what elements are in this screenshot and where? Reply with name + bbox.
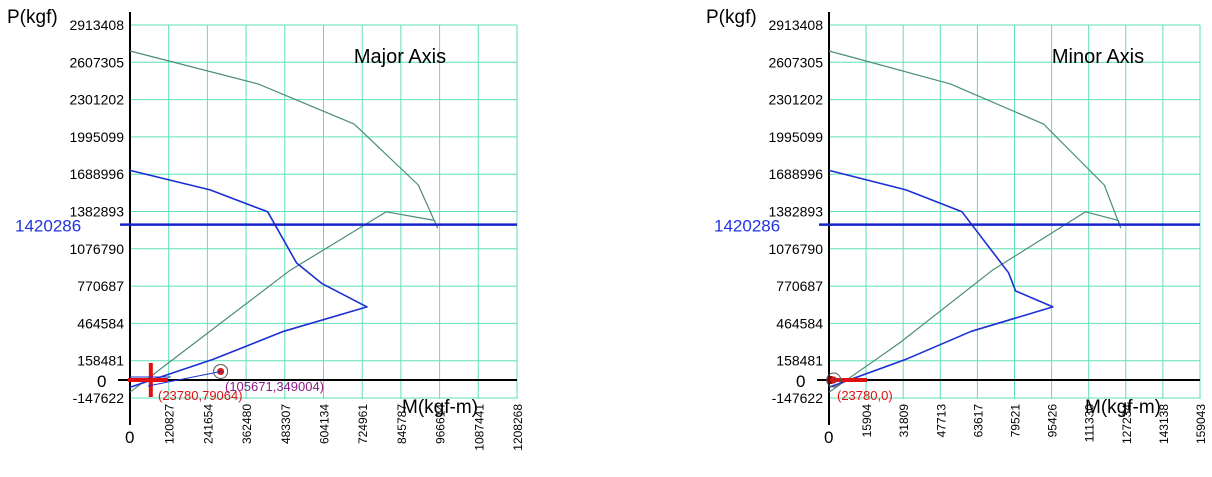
nominal-strength-curve (129, 50, 439, 393)
target-vector-line (147, 370, 221, 387)
minor-axis-chart: -147622158481464584770687107679013828931… (706, 7, 1208, 447)
y-tick-label: 1076790 (69, 241, 124, 257)
target-ring (826, 372, 842, 388)
y-axis-title: P(kgf) (706, 7, 757, 28)
target-ring (213, 363, 229, 379)
y-tick-label: 1688996 (768, 166, 823, 182)
chart-title: Minor Axis (1052, 46, 1144, 68)
x-tick-label: 143138 (1157, 404, 1171, 444)
grid (829, 24, 1201, 399)
target-point-label: (23780,0) (837, 388, 893, 403)
y-origin-label: 0 (97, 372, 106, 391)
y-tick-label: 464584 (77, 315, 124, 331)
target-point-label: (105671,349004) (225, 379, 324, 394)
nominal-strength-curve (828, 50, 1122, 393)
y-tick-label: 2607305 (69, 54, 124, 70)
x-tick-label: 724961 (356, 404, 370, 444)
y-tick-label: 2301202 (768, 92, 823, 108)
x-tick-label: 362480 (240, 404, 254, 444)
balance-load-label: 1420286 (714, 217, 780, 236)
balance-load-label: 1420286 (15, 217, 81, 236)
y-tick-label: 770687 (776, 278, 823, 294)
y-tick-label: 464584 (776, 315, 823, 331)
x-tick-label: 63617 (971, 404, 985, 438)
x-tick-label: 15904 (860, 404, 874, 438)
load-point-label: (23780,79064) (158, 388, 243, 403)
x-tick-label: 604134 (318, 404, 332, 444)
y-tick-label: 158481 (77, 353, 124, 369)
y-tick-label: 770687 (77, 278, 124, 294)
design-strength-curve (129, 169, 368, 389)
chart-title: Major Axis (354, 46, 446, 68)
y-origin-label: 0 (796, 372, 805, 391)
x-origin-label: 0 (824, 428, 833, 447)
x-axis-title: M(kgf-m) (402, 397, 478, 418)
y-tick-label: 1995099 (69, 129, 124, 145)
y-tick-label: 2913408 (69, 17, 124, 33)
x-tick-label: 845787 (395, 404, 409, 444)
x-tick-label: 120827 (163, 404, 177, 444)
x-tick-label: 111330 (1083, 404, 1097, 443)
y-axis-title: P(kgf) (7, 7, 58, 28)
x-origin-label: 0 (125, 428, 134, 447)
grid (130, 24, 518, 399)
x-tick-label: 483307 (279, 404, 293, 444)
y-tick-label: 1382893 (768, 203, 823, 219)
x-tick-label: 31809 (897, 404, 911, 438)
y-tick-label: 1076790 (768, 241, 823, 257)
design-strength-curve (828, 169, 1054, 389)
y-tick-label: 1995099 (768, 129, 823, 145)
x-tick-label: 1087441 (472, 404, 486, 451)
x-tick-label: 47713 (934, 404, 948, 438)
x-tick-label: 95426 (1046, 404, 1060, 438)
x-tick-label: 79521 (1008, 404, 1022, 438)
x-tick-label: 966614 (434, 404, 448, 444)
y-tick-label: 1382893 (69, 203, 124, 219)
y-tick-label: -147622 (73, 390, 125, 406)
x-tick-label: 159043 (1194, 404, 1208, 444)
y-tick-label: 2913408 (768, 17, 823, 33)
y-tick-label: 1688996 (69, 166, 124, 182)
y-tick-label: 2607305 (768, 54, 823, 70)
y-tick-label: -147622 (772, 390, 824, 406)
y-tick-label: 2301202 (69, 92, 124, 108)
x-axis-title: M(kgf-m) (1085, 397, 1161, 418)
x-tick-label: 241654 (201, 404, 215, 444)
target-dot (830, 376, 838, 384)
x-tick-label: 127234 (1120, 404, 1134, 444)
major-axis-chart: -147622158481464584770687107679013828931… (7, 7, 525, 451)
y-tick-label: 158481 (776, 353, 823, 369)
x-tick-label: 1208268 (511, 404, 525, 451)
